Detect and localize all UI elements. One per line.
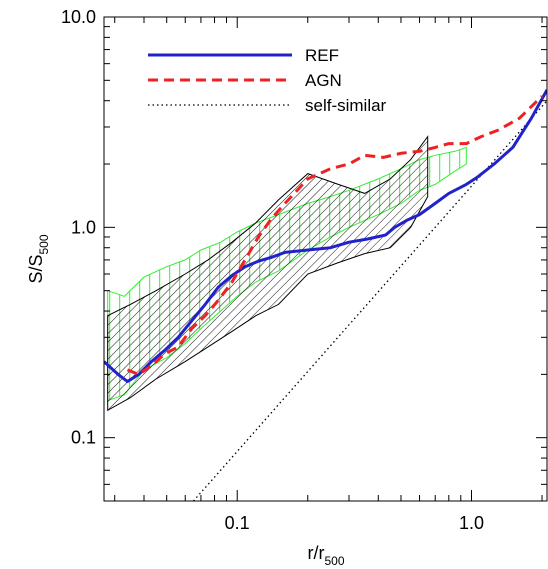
x-tick-label: 0.1	[225, 513, 250, 533]
x-axis-title: r/r500	[307, 543, 344, 568]
y-tick-label: 0.1	[71, 428, 96, 448]
black-hatched-band	[107, 135, 429, 412]
legend-label: AGN	[305, 71, 342, 90]
legend: REF AGN self-similar	[148, 46, 387, 115]
plot-frame	[103, 16, 548, 502]
legend-label: REF	[305, 46, 339, 65]
plot-area	[104, 89, 547, 501]
x-tick-label: 1.0	[459, 513, 484, 533]
y-tick-label: 10.0	[61, 7, 96, 27]
series-line-ref	[104, 89, 547, 383]
legend-label: self-similar	[305, 96, 387, 115]
y-tick-label: 1.0	[71, 217, 96, 237]
series-line-agn	[126, 95, 544, 376]
y-axis-title: S/S500	[26, 234, 51, 283]
axes: 0.1 1.0 0.1 1.0 10.0	[61, 7, 548, 533]
